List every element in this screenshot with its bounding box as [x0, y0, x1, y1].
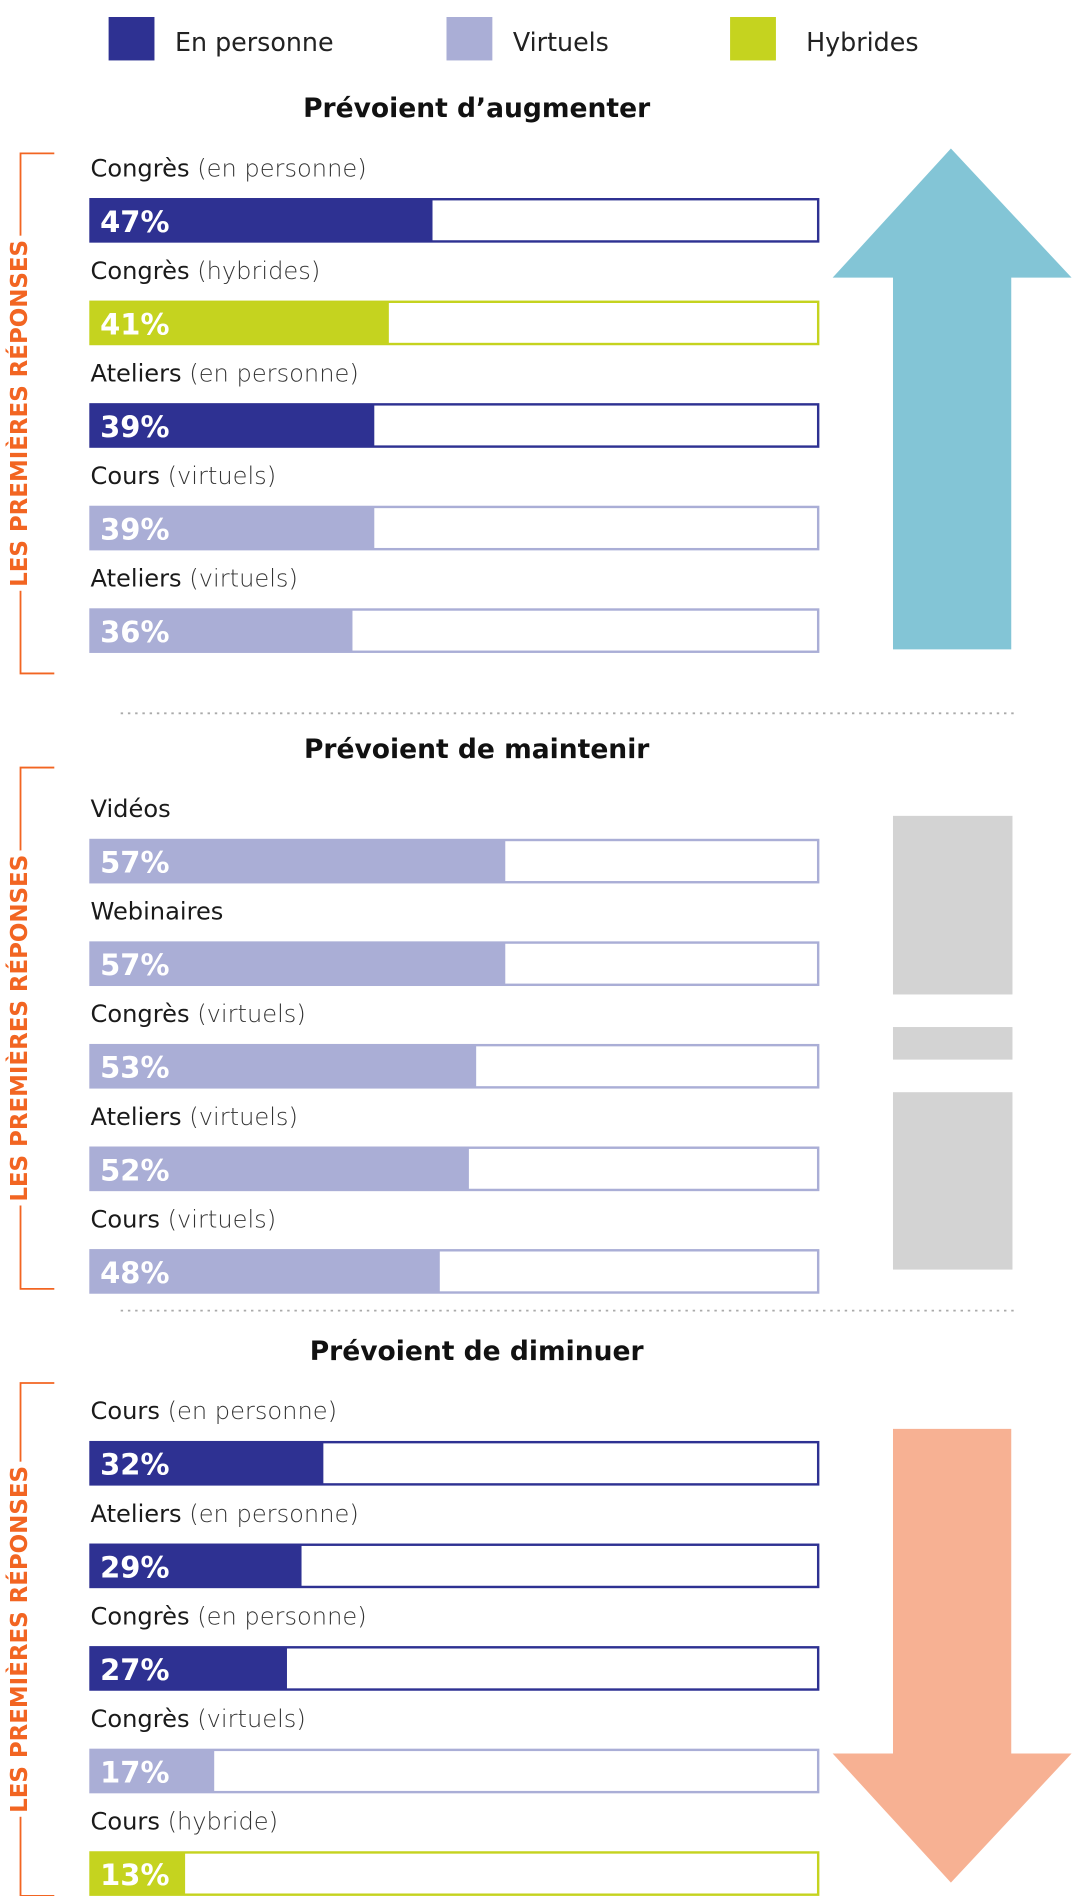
side-label: LES PREMIÈRES RÉPONSES: [5, 240, 33, 587]
bar: [90, 404, 375, 447]
item-label: Ateliers (en personne): [91, 359, 359, 387]
value-label: 47%: [100, 205, 169, 239]
item-name: Congrès: [91, 1000, 190, 1028]
bar: [90, 609, 353, 652]
item-name: Congrès: [91, 257, 190, 285]
item-qualifier: (hybride): [168, 1808, 278, 1836]
bar: [90, 1647, 287, 1690]
item-qualifier: (virtuels): [168, 462, 277, 490]
item-qualifier: (virtuels): [189, 1103, 298, 1131]
item-label: Cours (hybride): [91, 1808, 279, 1836]
item-qualifier: (virtuels): [197, 1000, 306, 1028]
item-qualifier: (virtuels): [168, 1205, 277, 1233]
bar: [90, 839, 506, 883]
group-title: Prévoient de maintenir: [304, 734, 649, 765]
item-label: Congrès (en personne): [91, 1602, 367, 1630]
side-label: LES PREMIÈRES RÉPONSES: [5, 1466, 33, 1813]
item-label: Vidéos: [91, 795, 171, 823]
item-name: Ateliers: [91, 1500, 182, 1528]
bar: [90, 301, 389, 345]
value-label: 52%: [100, 1153, 169, 1187]
item-name: Ateliers: [91, 565, 182, 593]
equal-block: [892, 1027, 1013, 1060]
item-qualifier: (virtuels): [189, 565, 298, 593]
item-label: Cours (virtuels): [91, 462, 277, 490]
down-arrow: [832, 1428, 1072, 1883]
legend-swatch: [108, 16, 155, 61]
item-name: Cours: [91, 1205, 160, 1233]
item-label: Cours (en personne): [91, 1397, 338, 1425]
value-label: 27%: [100, 1653, 169, 1687]
item-qualifier: (en personne): [168, 1397, 337, 1425]
item-name: Webinaires: [91, 898, 224, 926]
item-label: Congrès (virtuels): [91, 1705, 306, 1733]
item-label: Congrès (virtuels): [91, 1000, 306, 1028]
value-label: 29%: [100, 1550, 169, 1584]
item-label: Webinaires: [91, 898, 224, 926]
bar: [90, 942, 506, 985]
bar: [90, 1250, 440, 1293]
legend-swatch: [730, 16, 776, 61]
bar-track: [89, 1851, 820, 1896]
item-name: Cours: [91, 1397, 160, 1425]
item-name: Congrès: [91, 1705, 190, 1733]
legend-label: Virtuels: [513, 27, 609, 57]
bracket: [19, 152, 55, 675]
bar: [90, 1045, 477, 1088]
item-label: Ateliers (virtuels): [91, 1103, 298, 1131]
value-label: 39%: [100, 513, 169, 547]
item-qualifier: (virtuels): [197, 1705, 306, 1733]
value-label: 39%: [100, 410, 169, 444]
value-label: 17%: [100, 1755, 169, 1789]
item-label: Congrès (en personne): [91, 154, 367, 182]
item-qualifier: (en personne): [189, 1500, 358, 1528]
item-qualifier: (en personne): [197, 154, 366, 182]
value-label: 32%: [100, 1448, 169, 1482]
bar: [90, 1749, 215, 1793]
bar: [90, 1852, 186, 1895]
item-name: Ateliers: [91, 359, 182, 387]
item-label: Ateliers (virtuels): [91, 565, 298, 593]
side-label: LES PREMIÈRES RÉPONSES: [5, 855, 33, 1202]
item-label: Cours (virtuels): [91, 1205, 277, 1233]
item-name: Ateliers: [91, 1103, 182, 1131]
item-qualifier: (en personne): [189, 359, 358, 387]
item-name: Cours: [91, 462, 160, 490]
value-label: 36%: [100, 615, 169, 649]
value-label: 57%: [100, 948, 169, 982]
up-arrow: [832, 148, 1072, 650]
item-qualifier: (hybrides): [197, 257, 320, 285]
value-label: 13%: [100, 1858, 169, 1892]
bar: [90, 1544, 302, 1587]
bar: [90, 1442, 324, 1485]
equal-block: [892, 815, 1013, 995]
legend-swatch: [446, 16, 493, 61]
value-label: 57%: [100, 846, 169, 880]
bracket: [19, 766, 55, 1290]
value-label: 53%: [100, 1051, 169, 1085]
value-label: 48%: [100, 1256, 169, 1290]
item-label: Congrès (hybrides): [91, 257, 321, 285]
item-label: Ateliers (en personne): [91, 1500, 359, 1528]
group-title: Prévoient d’augmenter: [303, 93, 650, 124]
item-name: Cours: [91, 1808, 160, 1836]
bar: [90, 506, 375, 550]
equal-block: [892, 1092, 1013, 1270]
bar: [90, 1147, 469, 1190]
item-name: Congrès: [91, 1602, 190, 1630]
legend-label: Hybrides: [806, 27, 918, 57]
item-name: Vidéos: [91, 795, 171, 823]
value-label: 41%: [100, 307, 169, 341]
item-qualifier: (en personne): [197, 1602, 366, 1630]
bar: [90, 199, 433, 242]
group-title: Prévoient de diminuer: [310, 1336, 644, 1367]
item-name: Congrès: [91, 154, 190, 182]
legend-label: En personne: [175, 27, 334, 57]
